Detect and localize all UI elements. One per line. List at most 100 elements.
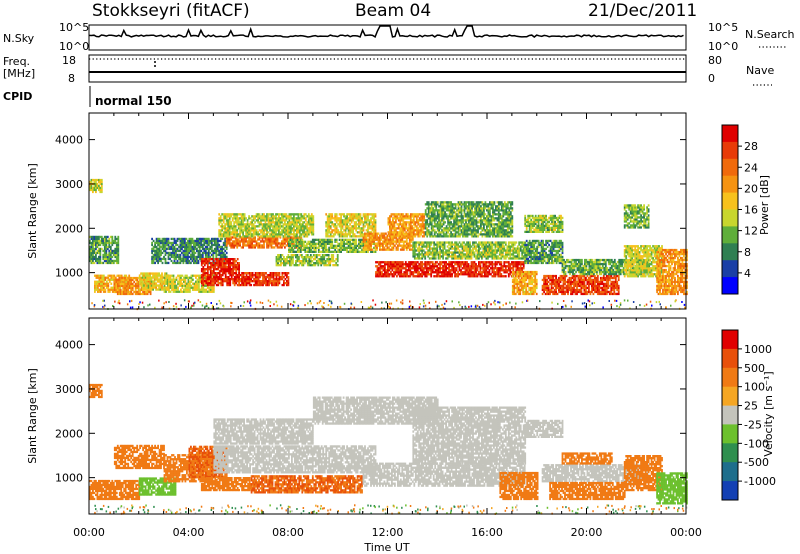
- power-cell: [222, 219, 225, 222]
- power-cell: [497, 267, 500, 270]
- power-cell: [475, 263, 477, 266]
- power-cell: [364, 217, 366, 220]
- power-cell: [232, 270, 235, 273]
- power-cell: [276, 238, 279, 241]
- power-cell: [213, 241, 216, 245]
- power-cell: [458, 265, 461, 268]
- power-cell: [340, 248, 342, 251]
- power-cell: [127, 292, 130, 296]
- power-cell: [458, 267, 461, 270]
- power-cell: [408, 231, 411, 234]
- power-cell: [227, 258, 230, 261]
- power-cell: [100, 184, 103, 188]
- power-cell: [368, 221, 371, 224]
- power-cell: [323, 254, 326, 257]
- power-cell: [293, 227, 295, 230]
- power-cell: [488, 269, 491, 272]
- power-cell: [157, 237, 159, 241]
- power-cell: [323, 244, 326, 247]
- power-cell: [417, 233, 420, 236]
- power-cell: [237, 240, 240, 243]
- power-cell: [168, 276, 170, 279]
- power-cell: [263, 240, 265, 243]
- power-cell: [390, 267, 392, 270]
- power-cell: [193, 239, 195, 243]
- power-cell: [397, 235, 400, 238]
- power-cell: [325, 221, 328, 224]
- power-cell: [395, 240, 398, 243]
- power-cell: [104, 276, 107, 279]
- power-cell: [290, 223, 292, 226]
- power-cell: [197, 259, 200, 263]
- power-cell: [390, 229, 393, 232]
- power-cell: [138, 288, 141, 291]
- power-cell: [328, 248, 331, 251]
- power-cell: [271, 272, 273, 275]
- power-cell: [394, 236, 396, 239]
- power-cell: [353, 235, 356, 238]
- power-cell: [405, 221, 408, 224]
- power-cell: [370, 238, 372, 241]
- power-cell: [303, 215, 306, 218]
- power-cell: [211, 262, 214, 265]
- power-cell: [258, 225, 261, 228]
- power-cell: [309, 260, 312, 263]
- power-cell: [355, 244, 357, 247]
- power-cell: [178, 282, 181, 285]
- power-cell: [350, 229, 353, 232]
- power-cell: [246, 225, 249, 228]
- power-cell: [359, 227, 362, 230]
- power-cell: [491, 269, 494, 272]
- power-cell: [312, 219, 315, 222]
- power-cell: [243, 240, 246, 243]
- power-cell: [415, 253, 418, 256]
- power-cell: [154, 257, 156, 261]
- power-cell: [158, 288, 160, 291]
- power-cell: [231, 227, 234, 230]
- power-cell: [284, 231, 286, 234]
- power-cell: [99, 190, 102, 194]
- power-cell: [218, 229, 221, 232]
- power-cell: [194, 239, 197, 243]
- power-cell: [415, 257, 418, 260]
- power-cell: [225, 229, 228, 232]
- power-cell: [415, 231, 418, 234]
- power-cell: [152, 249, 155, 253]
- power-cell: [266, 282, 269, 285]
- power-cell: [353, 225, 356, 228]
- power-cell: [300, 217, 303, 220]
- power-cell: [464, 267, 467, 270]
- power-cell: [222, 221, 225, 224]
- power-cell: [155, 247, 158, 251]
- power-cell: [338, 233, 341, 236]
- power-cell: [118, 292, 121, 296]
- power-cell: [411, 225, 414, 228]
- power-cell: [388, 234, 390, 237]
- power-cell: [418, 231, 421, 234]
- power-cell: [206, 245, 209, 249]
- power-cell: [157, 251, 159, 255]
- power-cell: [96, 257, 99, 261]
- power-cell: [192, 286, 194, 289]
- power-cell: [189, 288, 191, 291]
- power-cell: [89, 245, 91, 249]
- power-cell: [449, 263, 452, 266]
- power-cell: [217, 260, 220, 263]
- power-cell: [92, 251, 94, 255]
- power-cell: [388, 273, 391, 276]
- power-cell: [281, 219, 283, 222]
- power-cell: [412, 273, 415, 276]
- power-cell: [275, 233, 277, 236]
- power-cell: [488, 265, 491, 268]
- power-cell: [246, 244, 249, 247]
- power-cell: [165, 276, 168, 279]
- power-cell: [512, 267, 515, 270]
- power-cell: [99, 239, 102, 243]
- power-cell: [415, 249, 418, 252]
- power-cell: [276, 225, 279, 228]
- power-cell: [389, 225, 391, 228]
- power-cell: [428, 257, 431, 260]
- power-cell: [473, 273, 476, 276]
- power-cell: [152, 276, 154, 279]
- power-cell: [402, 213, 405, 216]
